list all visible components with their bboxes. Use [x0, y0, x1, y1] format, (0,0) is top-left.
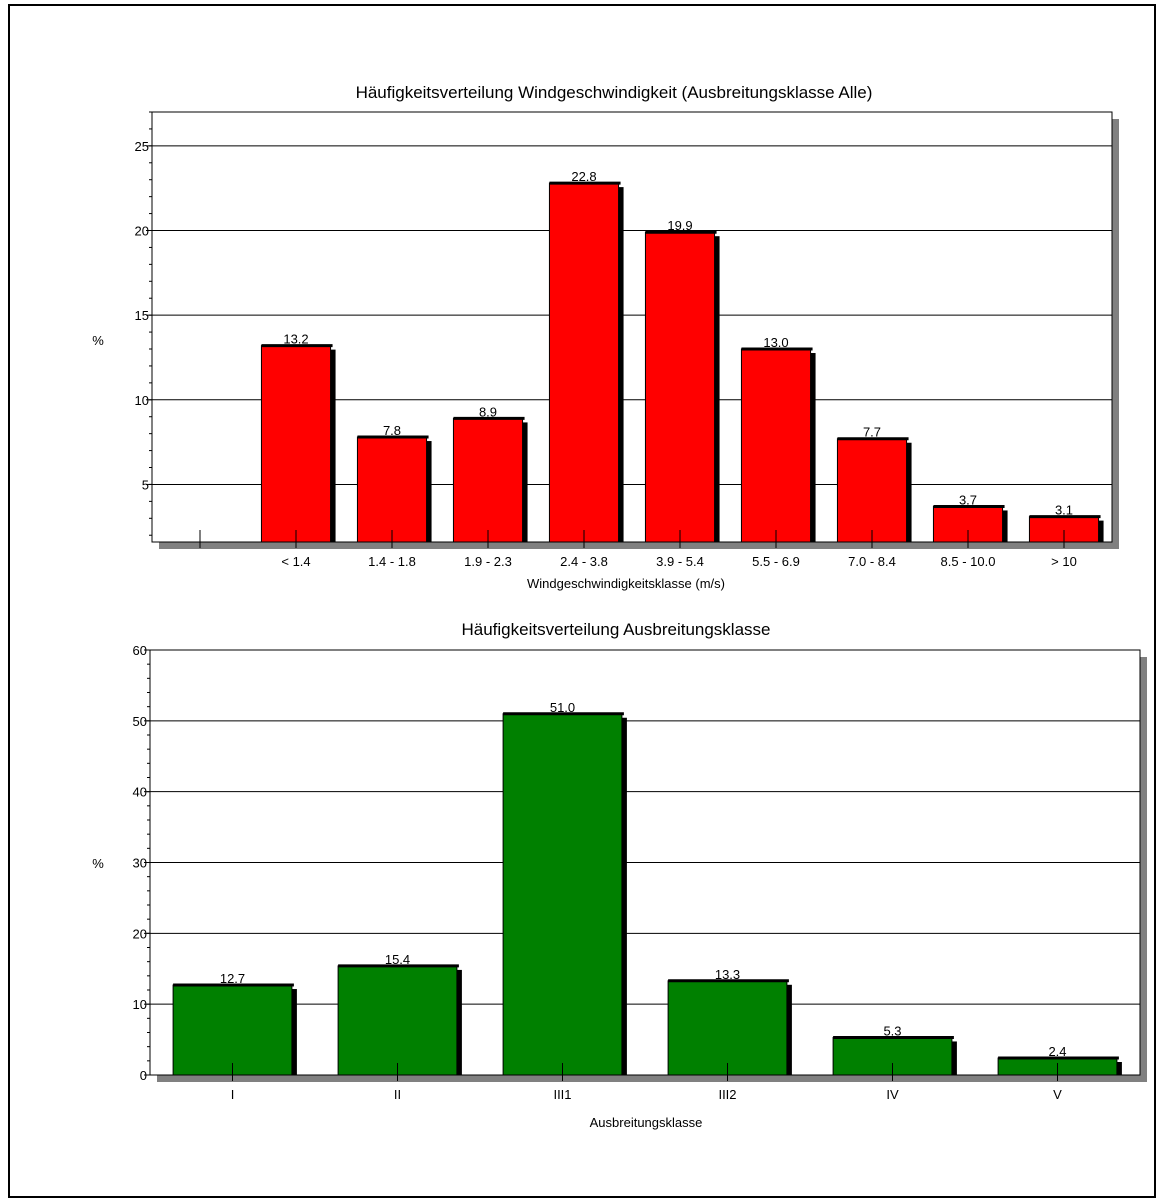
chart1-data-label: 22.8: [571, 169, 596, 184]
chart1-bar: [548, 182, 620, 543]
chart2-x-tick-label: V: [1053, 1087, 1062, 1102]
chart1-y-tick-label: 25: [135, 139, 149, 154]
chart2-x-tick-label: III2: [718, 1087, 736, 1102]
chart2-x-tick-label: IV: [886, 1087, 899, 1102]
chart2-x-axis-label: Ausbreitungsklasse: [590, 1115, 703, 1130]
chart2-data-label: 13.3: [715, 967, 740, 982]
chart1-bar: [356, 436, 428, 543]
chart1-x-tick-label: > 10: [1051, 554, 1077, 569]
chart2-x-tick-label: II: [394, 1087, 401, 1102]
chart1-bar: [452, 417, 524, 543]
chart2-x-tick-label: I: [231, 1087, 235, 1102]
chart2-y-axis-label: %: [92, 856, 104, 871]
chart1-data-label: 13.0: [763, 335, 788, 350]
chart1-x-tick-label: 2.4 - 3.8: [560, 554, 608, 569]
chart1-title: Häufigkeitsverteilung Windgeschwindigkei…: [356, 83, 873, 102]
chart2-bar: [172, 984, 293, 1076]
chart2-bar: [502, 713, 623, 1076]
chart1-bar: [740, 348, 812, 543]
chart1-data-label: 19.9: [667, 218, 692, 233]
chart1-x-tick-label: < 1.4: [281, 554, 310, 569]
chart1-data-label: 3.7: [959, 492, 977, 507]
chart1-bar: [260, 345, 332, 543]
chart1-data-label: 7.7: [863, 425, 881, 440]
dispersion-class-chart: 0 10 20 30 40 50 60 12.7 I 15.4 II 51.0 III1 13.3 III2…: [92, 620, 1147, 1130]
chart2-y-tick-label: 10: [133, 997, 147, 1012]
chart2-data-label: 12.7: [220, 971, 245, 986]
chart2-data-label: 15.4: [385, 952, 410, 967]
chart2-y-tick-label: 20: [133, 926, 147, 941]
chart2-y-tick-label: 60: [133, 643, 147, 658]
chart1-data-label: 7.8: [383, 423, 401, 438]
chart1-y-tick-label: 15: [135, 308, 149, 323]
chart2-data-label: 2.4: [1048, 1044, 1066, 1059]
chart1-x-tick-label: 5.5 - 6.9: [752, 554, 800, 569]
chart1-y-axis-label: %: [92, 333, 104, 348]
wind-speed-chart: 5 10 15 20 25 13.2 < 1.4 7.8 1.4 - 1.8 8.9 1.9 - 2…: [92, 83, 1119, 591]
chart1-data-label: 3.1: [1055, 503, 1073, 518]
chart1-bar: [644, 231, 716, 543]
chart2-title: Häufigkeitsverteilung Ausbreitungsklasse: [461, 620, 770, 639]
chart1-x-tick-label: 7.0 - 8.4: [848, 554, 896, 569]
chart1-y-tick-label: 5: [142, 477, 149, 492]
chart2-bar: [337, 965, 458, 1076]
chart1-x-tick-label: 8.5 - 10.0: [941, 554, 996, 569]
chart2-y-tick-label: 40: [133, 785, 147, 800]
chart2-y-tick-label: 0: [140, 1068, 147, 1083]
chart2-y-tick-label: 30: [133, 856, 147, 871]
chart1-x-tick-label: 1.4 - 1.8: [368, 554, 416, 569]
chart1-y-tick-label: 20: [135, 224, 149, 239]
chart2-y-tick-label: 50: [133, 714, 147, 729]
chart1-data-label: 13.2: [283, 332, 308, 347]
chart1-data-label: 8.9: [479, 404, 497, 419]
chart2-data-label: 5.3: [883, 1023, 901, 1038]
chart1-x-axis-label: Windgeschwindigkeitsklasse (m/s): [527, 576, 725, 591]
chart1-x-tick-label: 1.9 - 2.3: [464, 554, 512, 569]
chart1-bar: [836, 438, 908, 543]
chart2-x-tick-label: III1: [553, 1087, 571, 1102]
chart2-data-label: 51.0: [550, 700, 575, 715]
chart2-bar: [667, 980, 788, 1076]
chart1-y-tick-label: 10: [135, 393, 149, 408]
chart1-x-tick-label: 3.9 - 5.4: [656, 554, 704, 569]
